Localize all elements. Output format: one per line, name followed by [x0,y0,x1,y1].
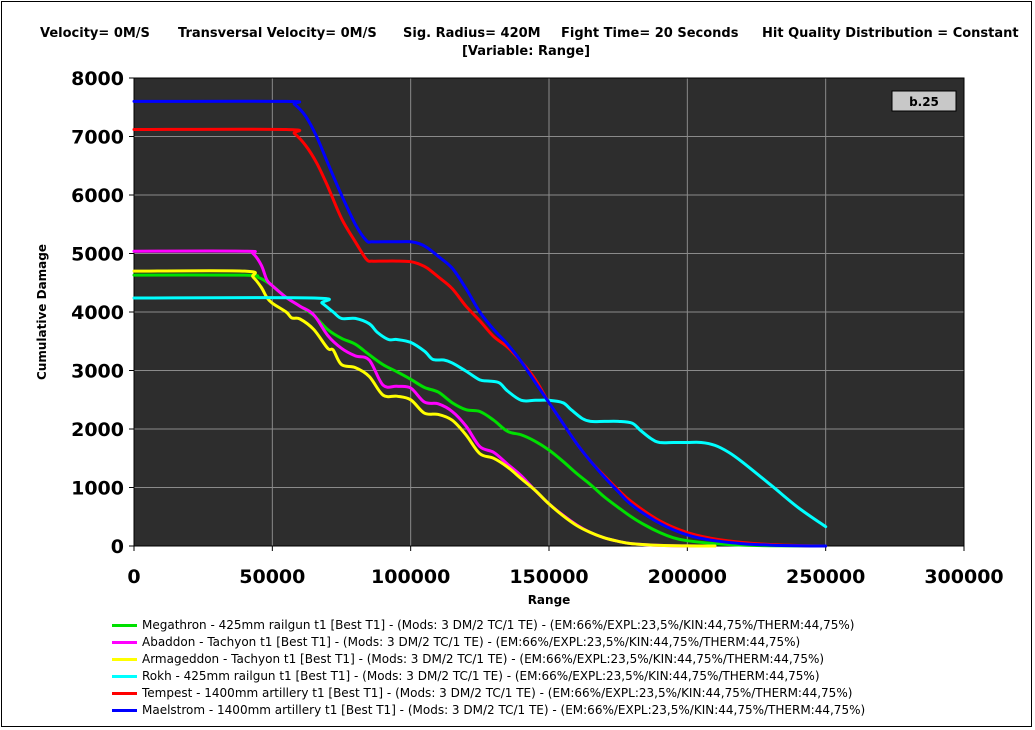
legend-swatch [112,692,137,695]
y-tick-label: 6000 [71,185,124,207]
series-tempest [132,127,828,548]
transversal-velocity-label: Transversal Velocity= 0M/S [178,26,377,41]
legend-swatch [112,709,137,712]
legend-item: Maelstrom - 1400mm artillery t1 [Best T1… [112,702,865,719]
annotation-label: b.25 [909,95,939,109]
x-tick-label: 200000 [648,566,727,588]
y-tick-label: 8000 [71,68,124,90]
y-tick-label: 3000 [71,361,124,383]
variable-label: [Variable: Range] [461,44,591,59]
y-tick-label: 4000 [71,302,124,324]
legend-item: Rokh - 425mm railgun t1 [Best T1] - (Mod… [112,668,865,685]
series-armageddon [132,269,717,548]
legend-swatch [112,641,137,644]
x-tick-label: 100000 [371,566,450,588]
y-tick-label: 0 [111,536,124,558]
x-axis-label: Range [528,593,571,607]
legend-item: Armageddon - Tachyon t1 [Best T1] - (Mod… [112,651,865,668]
legend-item: Megathron - 425mm railgun t1 [Best T1] -… [112,617,865,634]
fight-time-label: Fight Time= 20 Seconds [561,26,739,41]
y-tick-label: 2000 [71,419,124,441]
legend-label: Tempest - 1400mm artillery t1 [Best T1] … [142,686,853,700]
series-rokh [132,296,828,529]
x-tick-label: 0 [127,566,140,588]
y-axis-label: Cumulative Damage [35,244,49,380]
annotation-box [891,90,957,112]
series-maelstrom [132,99,828,548]
velocity-label: Velocity= 0M/S [40,26,150,41]
legend-label: Megathron - 425mm railgun t1 [Best T1] -… [142,618,855,632]
sig-radius-label: Sig. Radius= 420M [403,26,541,41]
x-tick-label: 300000 [924,566,1003,588]
y-tick-label: 7000 [71,127,124,149]
legend-item: Tempest - 1400mm artillery t1 [Best T1] … [112,685,865,702]
y-tick-label: 5000 [71,244,124,266]
legend-label: Abaddon - Tachyon t1 [Best T1] - (Mods: … [142,635,801,649]
legend-swatch [112,624,137,627]
x-tick-label: 250000 [786,566,865,588]
x-tick-label: 50000 [239,566,305,588]
legend-label: Rokh - 425mm railgun t1 [Best T1] - (Mod… [142,669,820,683]
legend-swatch [112,658,137,661]
x-tick-label: 150000 [509,566,588,588]
legend-swatch [112,675,137,678]
legend-label: Armageddon - Tachyon t1 [Best T1] - (Mod… [142,652,825,666]
hit-quality-label: Hit Quality Distribution = Constant [762,26,1019,41]
y-tick-label: 1000 [71,478,124,500]
legend-item: Abaddon - Tachyon t1 [Best T1] - (Mods: … [112,634,865,651]
legend-label: Maelstrom - 1400mm artillery t1 [Best T1… [142,703,866,717]
legend: Megathron - 425mm railgun t1 [Best T1] -… [112,617,865,719]
